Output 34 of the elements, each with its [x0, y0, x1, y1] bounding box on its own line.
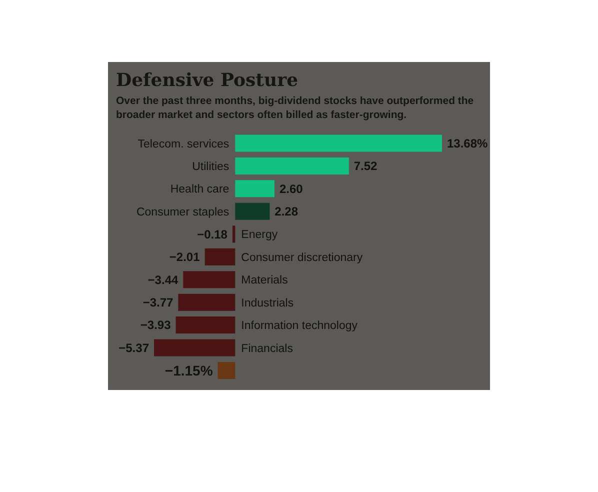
y-tick-label: Energy	[241, 229, 278, 242]
y-tick-label: Telecom. services	[138, 138, 230, 150]
data-label: −5.37	[118, 340, 150, 355]
data-label: 7.52	[354, 159, 378, 174]
y-tick-label: Financials	[241, 342, 294, 355]
y-tick-label: Utilities	[192, 160, 230, 173]
bar	[176, 316, 236, 334]
bar	[232, 226, 236, 243]
bar	[235, 157, 349, 174]
bar	[235, 180, 274, 198]
bar	[235, 134, 442, 152]
bar	[183, 271, 236, 288]
bar	[154, 339, 236, 356]
bar	[178, 294, 236, 311]
data-label: −2.01	[169, 250, 200, 264]
bar	[235, 202, 270, 220]
data-label: −3.44	[148, 272, 178, 287]
data-label: −3.93	[140, 318, 172, 332]
data-label: 13.68%	[447, 136, 488, 150]
bar	[204, 248, 236, 266]
y-tick-label: Health care	[170, 184, 230, 196]
bar	[218, 362, 236, 379]
chart-title: Defensive Posture	[116, 70, 298, 91]
data-label: −1.15%	[164, 362, 214, 378]
y-tick-label: Industrials	[241, 297, 294, 310]
data-label: 2.28	[274, 204, 298, 219]
data-label: 2.60	[279, 182, 304, 196]
y-tick-label: Consumer staples	[136, 206, 230, 218]
y-tick-label: Consumer discretionary	[241, 252, 363, 264]
chart-subtitle: Over the past three months, big-dividend stocks have outperformed the broader market and sectors often billed as faster-growing.	[116, 94, 475, 122]
data-label: −3.77	[142, 296, 174, 310]
y-tick-label: Information technology	[241, 320, 358, 332]
y-tick-label: Materials	[241, 274, 288, 287]
data-label: −0.18	[197, 227, 228, 242]
